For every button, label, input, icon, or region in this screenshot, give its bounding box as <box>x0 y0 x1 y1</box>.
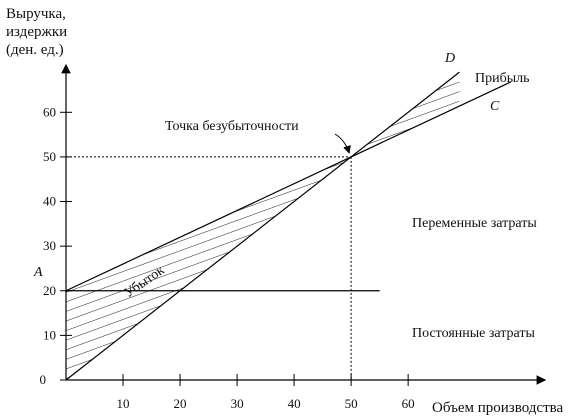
annotation: A <box>33 265 43 280</box>
y-tick-label: 50 <box>43 149 56 164</box>
y-axis-label: издержки <box>6 24 67 40</box>
x-axis-label: Объем производства <box>432 400 564 416</box>
y-axis-label: (ден. ед.) <box>6 42 64 58</box>
annotation-arrow <box>334 133 351 154</box>
line <box>65 81 512 292</box>
x-tick-label: 20 <box>174 396 187 411</box>
y-tick-label: 60 <box>43 104 56 119</box>
line <box>65 71 460 381</box>
x-tick-label: 30 <box>231 396 244 411</box>
annotation: D <box>444 51 455 66</box>
y-tick-label: 0 <box>40 372 47 387</box>
annotation: Переменные затраты <box>412 216 537 231</box>
annotation: Постоянные затраты <box>412 326 536 341</box>
y-tick-label: 20 <box>43 283 56 298</box>
y-tick-label: 10 <box>43 327 56 342</box>
x-tick-label: 60 <box>402 396 415 411</box>
annotation: C <box>490 99 500 114</box>
annotation: Точка безубыточности <box>165 119 299 134</box>
x-tick-label: 10 <box>117 396 130 411</box>
x-tick-label: 40 <box>288 396 301 411</box>
y-tick-label: 30 <box>43 238 56 253</box>
y-tick-label: 40 <box>43 194 56 209</box>
annotation: Прибыль <box>475 71 530 86</box>
x-tick-label: 50 <box>345 396 358 411</box>
y-axis-label: Выручка, <box>6 6 66 22</box>
